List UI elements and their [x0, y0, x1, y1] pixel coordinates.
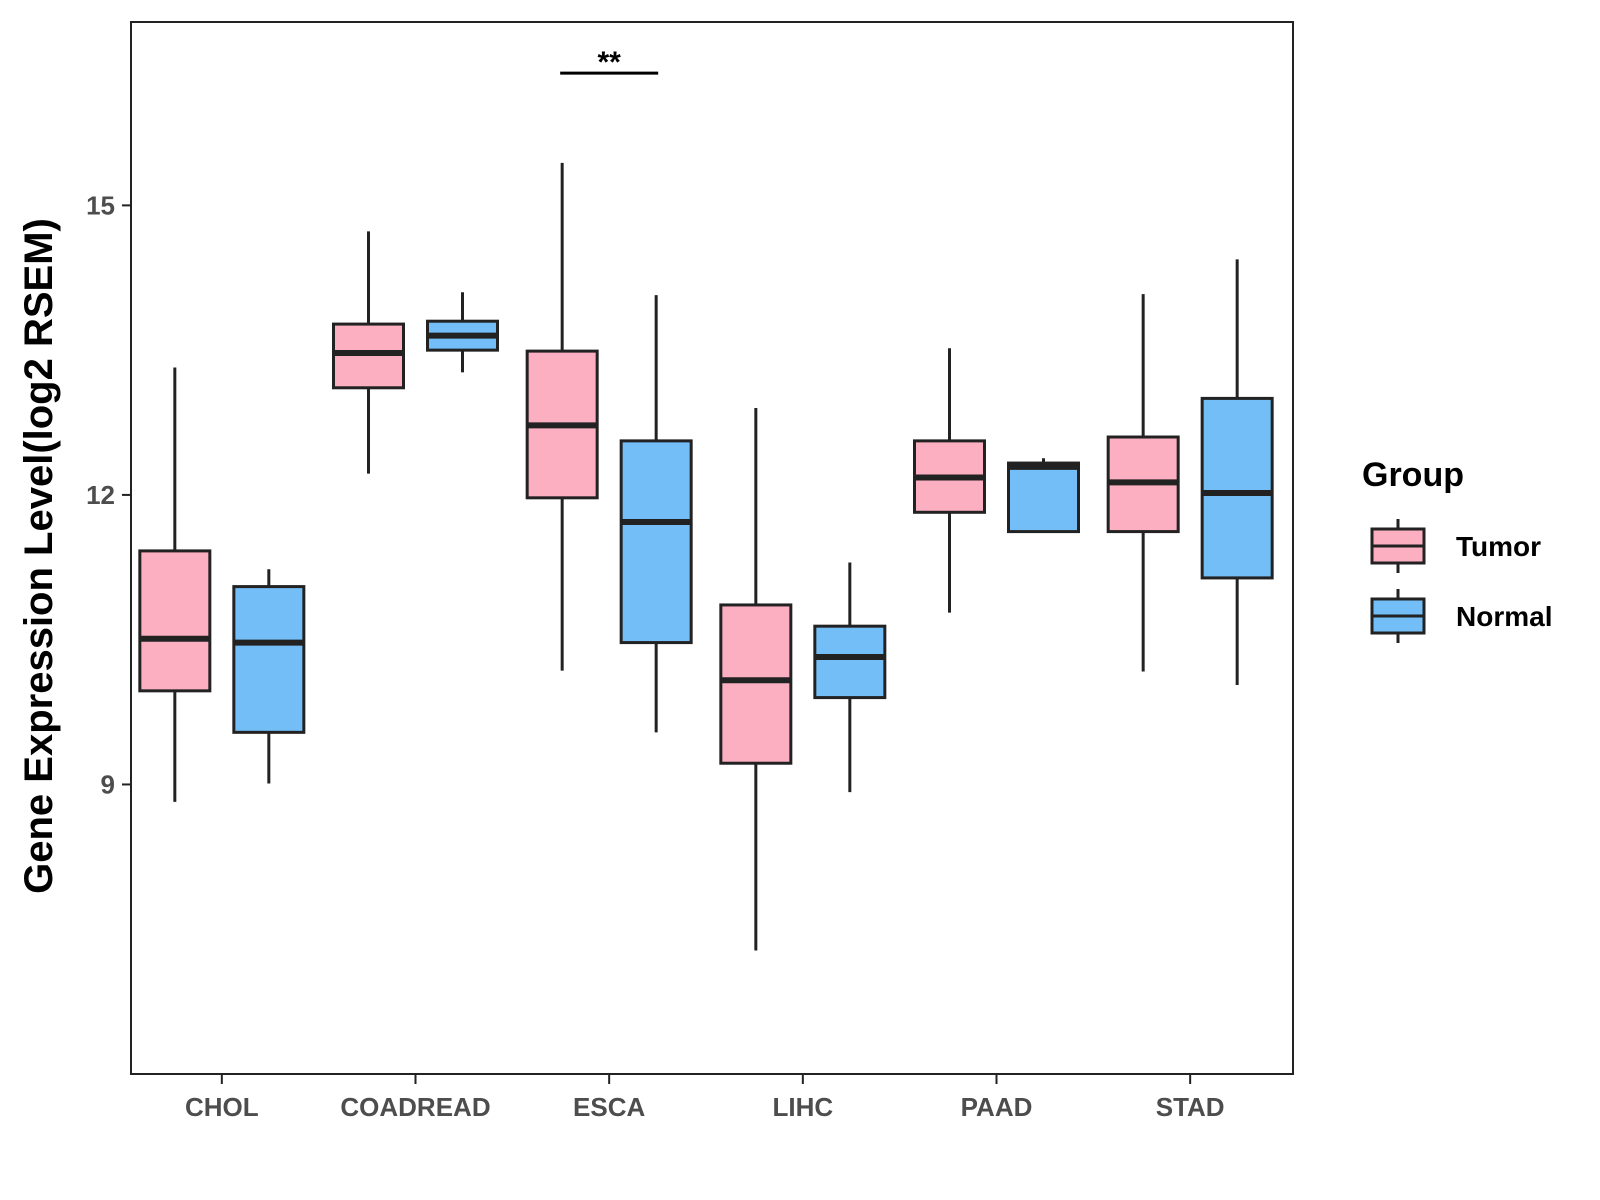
plot-area: ** — [138, 46, 1274, 951]
iqr-box — [619, 439, 693, 645]
iqr-box — [1200, 396, 1274, 580]
box-normal-esca — [619, 295, 693, 733]
y-tick-label-15: 15 — [86, 190, 115, 220]
x-tick-label-lihc: LIHC — [772, 1092, 833, 1122]
x-tick-label-chol: CHOL — [185, 1092, 259, 1122]
box-tumor-esca — [525, 162, 599, 671]
legend-title: Group — [1362, 456, 1464, 494]
legend: Group Tumor Normal — [1362, 456, 1552, 643]
iqr-box — [813, 624, 887, 700]
iqr-box — [1007, 461, 1080, 534]
box-normal-stad — [1200, 259, 1274, 686]
y-tick-label-9: 9 — [101, 769, 115, 799]
x-tick-label-paad: PAAD — [961, 1092, 1033, 1122]
y-axis-title: Gene Expression Level(log2 RSEM) — [17, 218, 61, 894]
y-tick-label-12: 12 — [86, 480, 115, 510]
box-normal-lihc — [813, 562, 887, 793]
box-tumor-chol — [138, 367, 212, 802]
iqr-box — [719, 603, 793, 765]
significance-label: ** — [597, 46, 621, 79]
iqr-box — [138, 549, 212, 693]
legend-item-tumor: Tumor — [1370, 519, 1541, 573]
legend-label-tumor: Tumor — [1456, 531, 1541, 562]
box-tumor-coadread — [332, 231, 405, 474]
legend-label-normal: Normal — [1456, 601, 1552, 632]
axes: 9 12 15 CHOL COADREAD ESCA LIHC PAAD STAD — [86, 21, 1294, 1122]
legend-item-normal: Normal — [1370, 589, 1552, 643]
box-tumor-lihc — [719, 408, 793, 951]
x-tick-label-esca: ESCA — [573, 1092, 645, 1122]
box-normal-coadread — [426, 292, 499, 373]
box-tumor-stad — [1106, 294, 1180, 672]
iqr-box — [232, 585, 306, 734]
box-tumor-paad — [913, 348, 986, 613]
plot-panel-border — [130, 21, 1294, 1075]
box-normal-paad — [1007, 458, 1080, 534]
x-tick-label-stad: STAD — [1156, 1092, 1225, 1122]
box-normal-chol — [232, 569, 306, 784]
x-tick-label-coadread: COADREAD — [340, 1092, 490, 1122]
